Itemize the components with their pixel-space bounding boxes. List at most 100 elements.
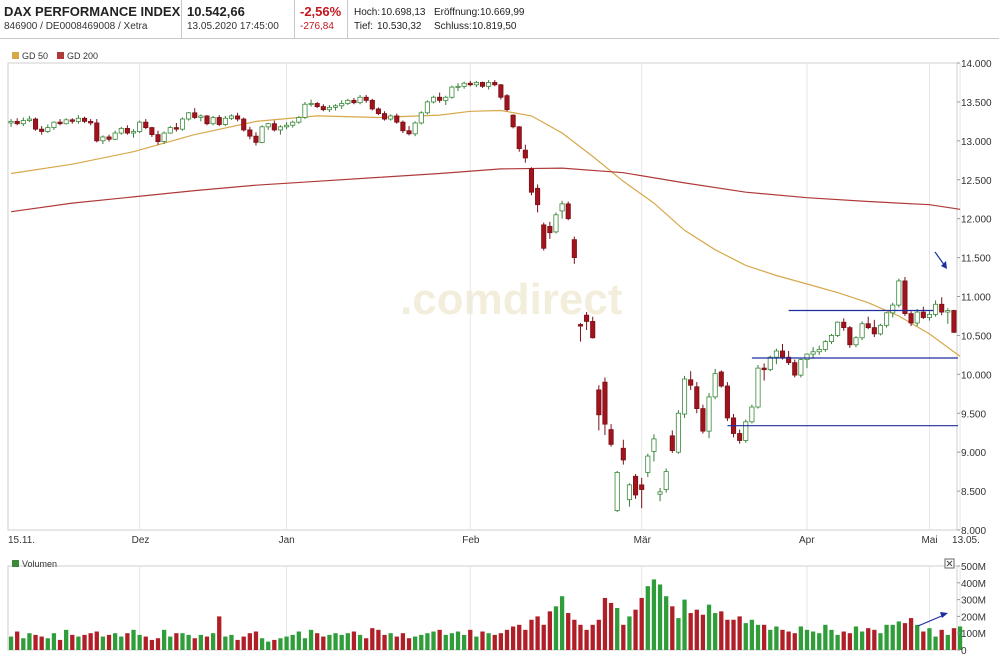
- volume-bar: [57, 639, 63, 650]
- candle: [406, 130, 412, 135]
- volume-bar: [351, 631, 357, 650]
- candle: [75, 117, 81, 122]
- candle: [645, 455, 651, 473]
- volume-bar: [853, 626, 859, 650]
- volume-bar: [455, 631, 461, 650]
- volume-y-tick-label: 300M: [961, 596, 986, 607]
- candle: [69, 119, 75, 122]
- volume-bar: [602, 597, 608, 650]
- x-tick-label: Mai: [921, 535, 937, 546]
- candle: [522, 149, 528, 159]
- x-tick-label: Mär: [634, 535, 652, 546]
- tief-label: Tief:: [354, 21, 374, 32]
- volume-bar: [725, 619, 730, 650]
- candle: [290, 121, 296, 126]
- volume-bar: [902, 623, 908, 650]
- candle: [179, 118, 186, 130]
- candle: [571, 239, 577, 258]
- candle: [663, 471, 669, 490]
- candle: [675, 412, 681, 453]
- volume-bar: [676, 618, 681, 650]
- volume-bar: [272, 639, 277, 650]
- volume-bar: [890, 624, 895, 650]
- close-icon[interactable]: [944, 558, 955, 569]
- y-tick-label: 9.000: [961, 448, 986, 459]
- volume-bar: [510, 626, 516, 650]
- volume-bar: [413, 636, 418, 650]
- x-tick-label: Jan: [279, 535, 295, 546]
- volume-bar: [406, 638, 412, 650]
- volume-bar: [235, 639, 240, 650]
- volume-bar: [951, 628, 957, 650]
- gd50-legend-label: GD 50: [22, 51, 48, 61]
- candle: [541, 224, 547, 249]
- candle: [155, 134, 161, 143]
- volume-bar: [657, 584, 663, 650]
- volume-bar: [15, 631, 20, 650]
- candle: [779, 350, 786, 358]
- candle: [247, 129, 253, 137]
- candle: [528, 168, 535, 193]
- candle: [339, 103, 345, 107]
- volume-bar: [523, 629, 528, 650]
- candle: [455, 85, 461, 88]
- volume-bar: [51, 633, 57, 650]
- candle: [871, 327, 877, 335]
- volume-bar: [137, 634, 142, 650]
- candle: [161, 132, 167, 143]
- volume-bar: [125, 633, 130, 650]
- volume-y-tick-label: 500M: [961, 562, 986, 573]
- volume-bar: [939, 629, 944, 650]
- volume-bar: [198, 634, 204, 650]
- candle: [841, 321, 847, 329]
- candle: [718, 371, 724, 387]
- y-tick-label: 14.000: [961, 59, 992, 70]
- volume-bar: [615, 608, 620, 650]
- y-tick-label: 12.000: [961, 215, 992, 226]
- candle: [755, 367, 761, 408]
- volume-bar: [761, 624, 767, 650]
- volume-bar: [192, 638, 197, 650]
- last-price: 10.542,66: [187, 4, 245, 19]
- eroeffnung-label: Eröffnung:: [434, 7, 480, 18]
- volume-bar: [88, 633, 93, 650]
- candle: [412, 122, 418, 135]
- volume-bar: [266, 641, 271, 650]
- y-tick-label: 9.500: [961, 409, 986, 420]
- volume-bar: [180, 633, 185, 650]
- candle: [908, 313, 914, 324]
- candle: [400, 121, 406, 132]
- candle: [773, 350, 779, 358]
- candle: [424, 101, 430, 114]
- candle: [375, 108, 381, 114]
- candle: [302, 103, 308, 118]
- volume-bar: [425, 633, 430, 650]
- volume-bar: [64, 629, 69, 650]
- candle: [694, 386, 700, 409]
- schluss-value: 10.819,50: [472, 21, 517, 32]
- volume-bar: [810, 631, 816, 650]
- candle: [761, 367, 767, 371]
- volume-bar: [535, 616, 540, 650]
- candle: [633, 475, 639, 496]
- y-tick-label: 11.500: [961, 254, 991, 265]
- x-tick-label: Apr: [799, 535, 815, 546]
- candle: [657, 491, 663, 495]
- volume-bar: [645, 586, 650, 650]
- candle: [847, 327, 853, 346]
- volume-y-tick-label: 100M: [961, 629, 986, 640]
- hoch-value: 10.698,13: [381, 7, 426, 18]
- candle: [314, 103, 320, 107]
- candle: [222, 117, 228, 125]
- change-absolute: -276,84: [300, 21, 334, 32]
- volume-legend-swatch: [12, 560, 19, 567]
- candle: [620, 447, 626, 461]
- volume-bar: [915, 624, 920, 650]
- volume-bar: [253, 631, 259, 650]
- y-tick-label: 11.000: [961, 293, 991, 304]
- candle: [265, 123, 271, 128]
- index-title: DAX PERFORMANCE INDEX: [4, 4, 181, 19]
- y-tick-label: 10.500: [961, 331, 992, 342]
- candle: [914, 311, 920, 324]
- volume-bar: [688, 613, 693, 650]
